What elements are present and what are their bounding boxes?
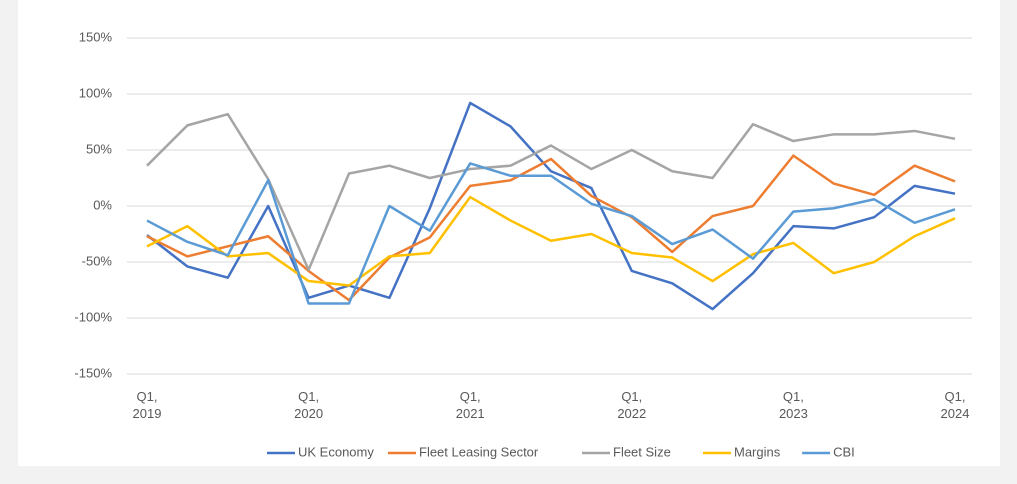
chart-background <box>18 0 1000 466</box>
y-tick-label: 0% <box>93 197 112 212</box>
legend-label: CBI <box>833 444 855 459</box>
x-tick-label: Q1, 2019 <box>133 389 162 421</box>
series-line <box>146 195 956 287</box>
y-tick-label: -50% <box>82 253 113 268</box>
y-tick-label: 100% <box>79 85 113 100</box>
y-tick-label: 150% <box>79 29 113 44</box>
legend-label: UK Economy <box>298 444 374 459</box>
x-tick-label: Q1, 2022 <box>617 389 646 421</box>
y-tick-label: 50% <box>86 141 112 156</box>
legend-label: Fleet Leasing Sector <box>419 444 539 459</box>
x-tick-label: Q1, 2020 <box>294 389 323 421</box>
x-tick-label: Q1, 2021 <box>456 389 485 421</box>
legend: UK Economy Fleet Leasing Sector Fleet Size… <box>267 444 855 459</box>
legend-label: Margins <box>734 444 781 459</box>
series-line <box>146 162 956 305</box>
series-line <box>146 154 956 302</box>
legend-label: Fleet Size <box>613 444 671 459</box>
y-tick-label: -150% <box>74 365 112 380</box>
y-tick-label: -100% <box>74 309 112 324</box>
series-line <box>146 101 956 311</box>
x-tick-label: Q1, 2023 <box>779 389 808 421</box>
series-line <box>146 112 956 272</box>
x-tick-label: Q1, 2024 <box>941 389 970 421</box>
